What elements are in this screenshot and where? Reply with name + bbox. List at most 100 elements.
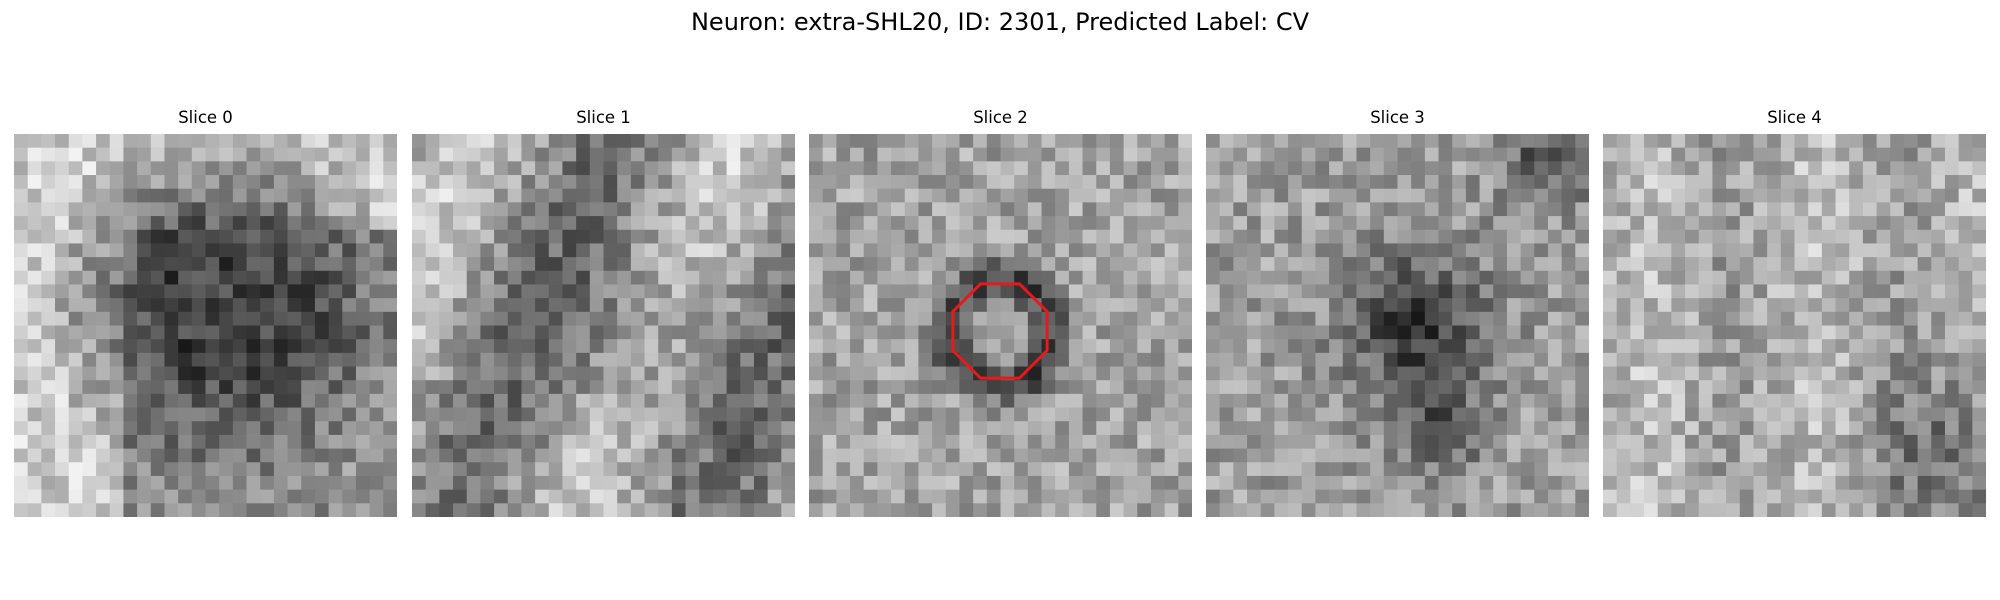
pixel [178,284,193,299]
pixel [1657,421,1672,436]
pixel [412,366,427,381]
pixel [1301,229,1317,245]
pixel [466,188,481,203]
pixel [548,448,564,463]
pixel [1370,134,1385,149]
pixel [809,243,824,258]
pixel [453,284,468,299]
pixel [521,257,536,272]
pixel [1835,325,1850,340]
pixel [383,448,397,463]
pixel [1753,311,1768,327]
pixel [1315,421,1330,436]
pixel [82,257,97,272]
pixel [1603,503,1618,517]
pixel [1808,475,1823,491]
pixel [1561,270,1576,286]
pixel [480,175,495,190]
pixel [1657,161,1672,176]
pixel [1109,448,1125,463]
pixel [1972,325,1986,340]
pixel [82,393,97,409]
pixel [412,380,427,395]
pixel [1917,243,1932,258]
pixel [1575,229,1589,245]
pixel [712,147,728,162]
pixel [644,475,659,491]
pixel [1931,257,1946,272]
pixel [1465,175,1481,190]
pixel [918,489,933,504]
pixel [301,161,316,176]
pixel [412,188,427,203]
pixel [1849,284,1864,299]
pixel [439,462,454,477]
pixel [1493,175,1508,190]
pixel [1520,284,1535,299]
pixel [1370,216,1385,231]
pixel [1903,421,1919,436]
pixel [109,270,125,286]
pixel [1082,257,1097,272]
pixel [603,475,618,491]
pixel [205,147,220,162]
pixel [314,216,330,231]
pixel [1479,462,1494,477]
pixel [548,407,564,422]
pixel [1506,311,1522,327]
pixel [1288,407,1303,422]
pixel [1561,216,1576,231]
pixel [1014,270,1029,286]
pixel [480,434,495,450]
pixel [1274,298,1289,313]
pixel [1780,366,1796,381]
pixel [55,352,70,368]
pixel [287,393,302,409]
pixel [863,448,878,463]
pixel [1726,284,1741,299]
pixel [521,393,536,409]
pixel [1520,202,1535,217]
pixel [1671,175,1686,190]
pixel [55,489,70,504]
pixel [836,270,851,286]
pixel [96,229,111,245]
pixel [1630,284,1645,299]
pixel [1014,216,1029,231]
pixel [1644,325,1659,340]
pixel [1411,462,1426,477]
pixel [1041,366,1056,381]
pixel [1027,393,1043,409]
pixel [1329,216,1344,231]
pixel [603,188,618,203]
pixel [589,311,605,327]
pixel [1931,421,1946,436]
pixel [191,311,207,327]
pixel [232,202,248,217]
pixel [1123,503,1138,517]
pixel [355,421,371,436]
pixel [1972,298,1986,313]
pixel [246,339,261,354]
pixel [301,462,316,477]
pixel [1301,298,1317,313]
pixel [932,134,947,149]
pixel [205,298,220,313]
pixel [521,161,536,176]
pixel [1890,188,1905,203]
pixel [328,161,343,176]
pixel [891,257,906,272]
pixel [1233,448,1248,463]
pixel [178,188,193,203]
pixel [1561,489,1576,504]
pixel [1411,475,1426,491]
pixel [1452,311,1467,327]
pixel [14,298,29,313]
pixel [1123,407,1138,422]
pixel [1644,448,1659,463]
pixel [1123,188,1138,203]
pixel [1452,257,1467,272]
pixel [644,503,659,517]
pixel [1164,188,1179,203]
pixel [219,270,234,286]
